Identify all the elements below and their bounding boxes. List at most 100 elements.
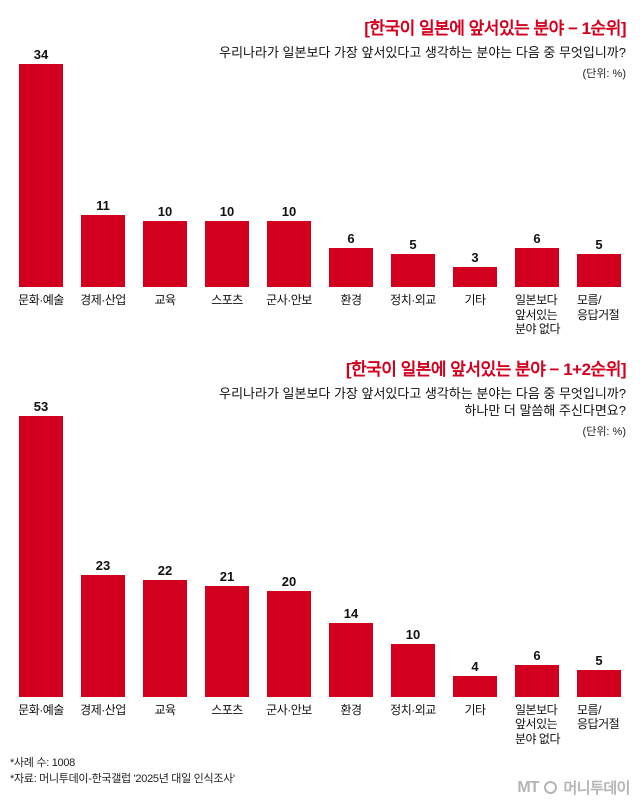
category-label: 교육 bbox=[154, 702, 176, 717]
bar bbox=[329, 247, 373, 287]
bar bbox=[19, 63, 63, 287]
bar bbox=[81, 574, 125, 697]
bar-column: 5 정치·외교 bbox=[382, 237, 444, 337]
category-label: 환경 bbox=[340, 292, 362, 307]
bar bbox=[81, 214, 125, 287]
chart-header: [한국이 일본에 앞서있는 분야 − 1+2순위] 우리나라가 일본보다 가장 … bbox=[10, 355, 630, 439]
bar-column: 5 모름/응답거절 bbox=[568, 653, 630, 747]
bar bbox=[267, 220, 311, 287]
bar-column: 20 군사·안보 bbox=[258, 574, 320, 747]
bar bbox=[205, 585, 249, 697]
category-label: 기타 bbox=[464, 292, 486, 307]
bar-plot: 34 문화·예술 11 경제·산업 10 교육 10 스포츠 10 군사·안보 6 환경 5 정치·외교 3… bbox=[10, 47, 630, 337]
mt-logo-icon bbox=[544, 781, 558, 794]
category-label: 기타 bbox=[464, 702, 486, 717]
bar-value-label: 14 bbox=[343, 605, 359, 621]
bar-value-label: 10 bbox=[405, 626, 421, 642]
chart-subtitle-line: 우리나라가 일본보다 가장 앞서있다고 생각하는 분야는 다음 중 무엇입니까? bbox=[219, 45, 626, 60]
bar-value-label: 20 bbox=[281, 573, 297, 589]
category-label: 스포츠 bbox=[211, 702, 243, 717]
unit-label: (단위: %) bbox=[582, 67, 626, 80]
category-label: 모름/응답거절 bbox=[577, 292, 620, 322]
chart-rank1: [한국이 일본에 앞서있는 분야 − 1순위] 우리나라가 일본보다 가장 앞서… bbox=[10, 14, 630, 337]
bar-value-label: 11 bbox=[96, 197, 110, 213]
bar-value-label: 10 bbox=[281, 203, 297, 219]
category-label: 경제·산업 bbox=[80, 702, 126, 717]
bar-column: 53 문화·예술 bbox=[10, 399, 72, 747]
bar-column: 6 환경 bbox=[320, 231, 382, 337]
bar bbox=[453, 675, 497, 697]
chart-title: [한국이 일본에 앞서있는 분야 − 1순위] bbox=[364, 19, 626, 38]
bar-column: 11 경제·산업 bbox=[72, 198, 134, 337]
chart-subtitle: 우리나라가 일본보다 가장 앞서있다고 생각하는 분야는 다음 중 무엇입니까? bbox=[10, 45, 626, 62]
bar bbox=[391, 253, 435, 287]
bar-value-label: 6 bbox=[533, 647, 541, 663]
bar-value-label: 6 bbox=[347, 230, 355, 246]
bar-column: 6 일본보다 앞서있는 분야 없다 bbox=[506, 231, 568, 337]
bar-column: 10 정치·외교 bbox=[382, 627, 444, 747]
bar bbox=[143, 579, 187, 697]
bar-column: 3 기타 bbox=[444, 250, 506, 337]
bar-value-label: 6 bbox=[533, 230, 541, 246]
bar bbox=[453, 266, 497, 287]
bar-value-label: 22 bbox=[157, 562, 173, 578]
category-label: 일본보다 앞서있는 분야 없다 bbox=[515, 292, 561, 337]
bar bbox=[391, 643, 435, 697]
footnote-source: *자료: 머니투데이-한국갤럽 '2025년 대일 인식조사' bbox=[10, 773, 235, 786]
bar-column: 6 일본보다 앞서있는 분야 없다 bbox=[506, 648, 568, 747]
category-label: 군사·안보 bbox=[266, 702, 312, 717]
mt-logo-mark: MT bbox=[517, 778, 539, 796]
bar bbox=[267, 590, 311, 697]
page-footer: *사례 수: 1008 *자료: 머니투데이-한국갤럽 '2025년 대일 인식… bbox=[10, 755, 630, 800]
chart-header: [한국이 일본에 앞서있는 분야 − 1순위] 우리나라가 일본보다 가장 앞서… bbox=[10, 14, 630, 81]
moneytoday-logo: MT 머니투데이 bbox=[517, 777, 630, 800]
bar-column: 14 환경 bbox=[320, 606, 382, 747]
bar-value-label: 23 bbox=[95, 557, 111, 573]
bar-column: 21 스포츠 bbox=[196, 569, 258, 747]
bar bbox=[205, 220, 249, 287]
bar-value-label: 5 bbox=[409, 236, 417, 252]
category-label: 환경 bbox=[340, 702, 362, 717]
category-label: 군사·안보 bbox=[266, 292, 312, 307]
bar-value-label: 5 bbox=[595, 236, 603, 252]
bar-value-label: 5 bbox=[595, 652, 603, 668]
bar-column: 10 군사·안보 bbox=[258, 204, 320, 337]
category-label: 정치·외교 bbox=[390, 702, 436, 717]
bar bbox=[143, 220, 187, 287]
unit-label: (단위: %) bbox=[582, 425, 626, 438]
bar-column: 23 경제·산업 bbox=[72, 558, 134, 747]
category-label: 정치·외교 bbox=[390, 292, 436, 307]
bar bbox=[19, 415, 63, 697]
category-label: 스포츠 bbox=[211, 292, 243, 307]
bar bbox=[515, 247, 559, 287]
bar-value-label: 4 bbox=[471, 658, 479, 674]
bar bbox=[329, 622, 373, 697]
bar-value-label: 53 bbox=[33, 398, 49, 414]
footnotes: *사례 수: 1008 *자료: 머니투데이-한국갤럽 '2025년 대일 인식… bbox=[10, 755, 235, 788]
category-label: 교육 bbox=[154, 292, 176, 307]
category-label: 일본보다 앞서있는 분야 없다 bbox=[515, 702, 561, 746]
bar-column: 34 문화·예술 bbox=[10, 47, 72, 337]
chart-title: [한국이 일본에 앞서있는 분야 − 1+2순위] bbox=[345, 359, 627, 379]
category-label: 문화·예술 bbox=[18, 292, 64, 307]
category-label: 문화·예술 bbox=[18, 702, 64, 717]
bar bbox=[515, 664, 559, 697]
bar-value-label: 10 bbox=[157, 203, 173, 219]
footnote-sample-size: *사례 수: 1008 bbox=[10, 756, 75, 769]
bar-plot: 53 문화·예술 23 경제·산업 22 교육 21 스포츠 20 군사·안보 14 환경 10 정치·외… bbox=[10, 399, 630, 747]
moneytoday-logo-text: 머니투데이 bbox=[563, 780, 630, 797]
bar bbox=[577, 253, 621, 287]
category-label: 모름/응답거절 bbox=[577, 702, 620, 732]
bar-value-label: 34 bbox=[33, 46, 49, 62]
chart-subtitle-line: 하나만 더 말씀해 주신다면요? bbox=[464, 402, 626, 418]
chart-subtitle-line: 우리나라가 일본보다 가장 앞서있다고 생각하는 분야는 다음 중 무엇입니까? bbox=[219, 385, 626, 401]
bar-value-label: 21 bbox=[219, 568, 235, 584]
bar-column: 22 교육 bbox=[134, 563, 196, 747]
category-label: 경제·산업 bbox=[80, 292, 126, 307]
bar-column: 4 기타 bbox=[444, 659, 506, 747]
bar-value-label: 3 bbox=[471, 249, 479, 265]
bar-column: 10 교육 bbox=[134, 204, 196, 337]
bar-column: 5 모름/응답거절 bbox=[568, 237, 630, 337]
bar-value-label: 10 bbox=[219, 203, 235, 219]
